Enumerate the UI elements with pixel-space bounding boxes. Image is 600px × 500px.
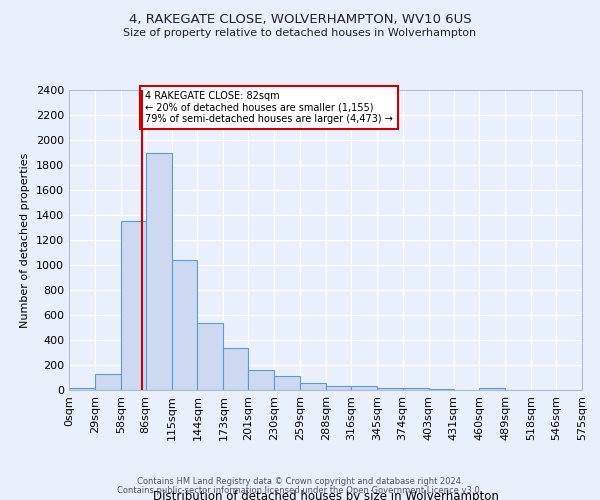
Bar (403, 388, 428, 390)
Text: Size of property relative to detached houses in Wolverhampton: Size of property relative to detached ho… (124, 28, 476, 38)
Bar (248, 370, 274, 390)
Bar (69, 388, 95, 390)
X-axis label: Distribution of detached houses by size in Wolverhampton: Distribution of detached houses by size … (152, 490, 499, 500)
Y-axis label: Number of detached properties: Number of detached properties (20, 152, 31, 328)
Bar (223, 348, 248, 390)
Text: 4, RAKEGATE CLOSE, WOLVERHAMPTON, WV10 6US: 4, RAKEGATE CLOSE, WOLVERHAMPTON, WV10 6… (128, 12, 472, 26)
Bar (197, 322, 223, 390)
Bar (479, 388, 505, 390)
Bar (351, 386, 377, 390)
Bar (428, 389, 454, 390)
Text: 4 RAKEGATE CLOSE: 82sqm
← 20% of detached houses are smaller (1,155)
79% of semi: 4 RAKEGATE CLOSE: 82sqm ← 20% of detache… (145, 91, 393, 124)
Text: Contains HM Land Registry data © Crown copyright and database right 2024.: Contains HM Land Registry data © Crown c… (137, 477, 463, 486)
Bar (146, 152, 172, 390)
Bar (121, 221, 146, 390)
Bar (274, 376, 300, 390)
Bar (377, 388, 403, 390)
Bar (172, 260, 197, 390)
Bar (95, 374, 121, 390)
Text: Contains public sector information licensed under the Open Government Licence v3: Contains public sector information licen… (118, 486, 482, 495)
Bar (300, 383, 326, 390)
Bar (326, 386, 351, 390)
